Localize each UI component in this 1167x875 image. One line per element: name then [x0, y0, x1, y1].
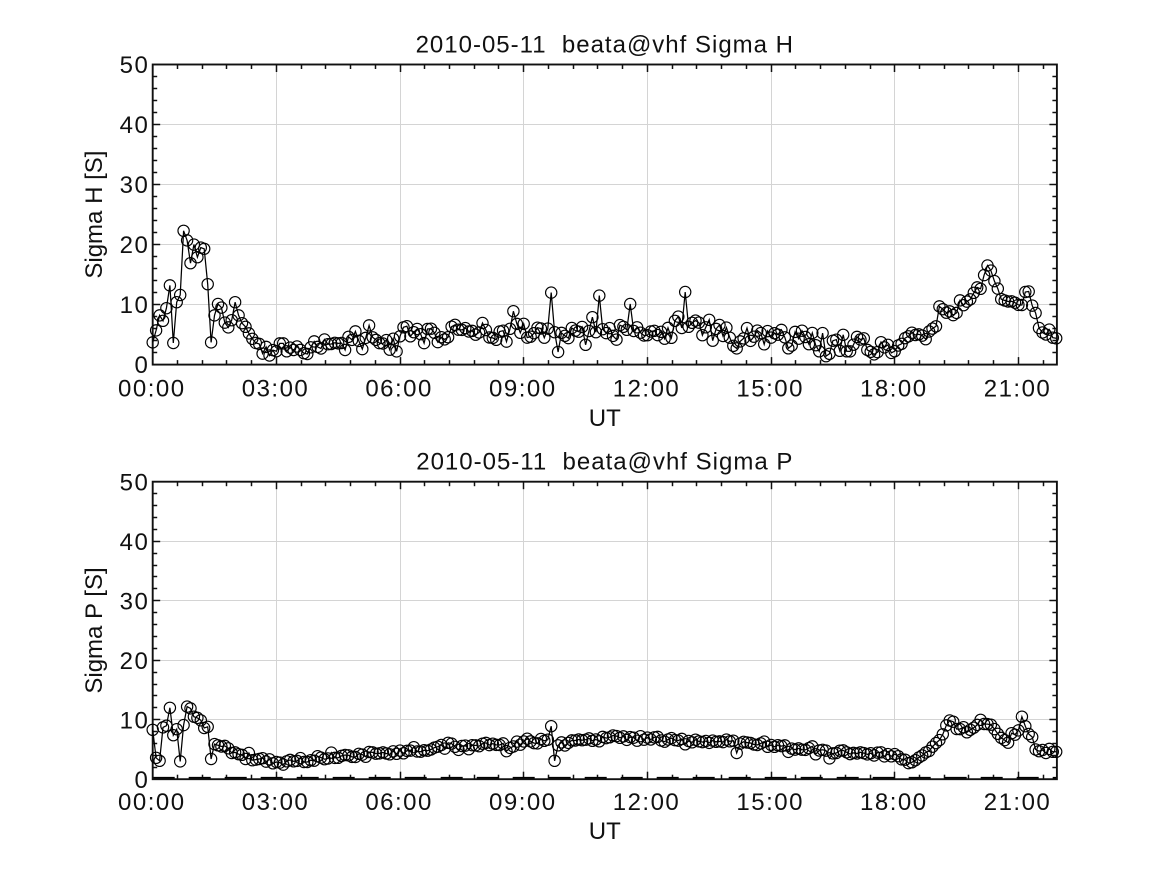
svg-text:03:00: 03:00 [242, 376, 310, 403]
svg-text:21:00: 21:00 [984, 376, 1052, 403]
svg-text:UT: UT [589, 405, 621, 432]
svg-text:06:00: 06:00 [365, 376, 433, 403]
svg-text:50: 50 [120, 469, 150, 496]
svg-text:Sigma H [S]: Sigma H [S] [81, 151, 108, 279]
svg-text:0: 0 [134, 767, 149, 794]
svg-text:0: 0 [134, 352, 149, 379]
svg-text:30: 30 [120, 172, 150, 199]
svg-text:30: 30 [120, 588, 150, 615]
svg-text:03:00: 03:00 [242, 789, 310, 816]
svg-text:09:00: 09:00 [489, 376, 557, 403]
svg-text:09:00: 09:00 [489, 789, 557, 816]
svg-text:Sigma P [S]: Sigma P [S] [81, 567, 108, 693]
svg-text:12:00: 12:00 [613, 789, 681, 816]
svg-text:40: 40 [120, 112, 150, 139]
svg-text:21:00: 21:00 [984, 789, 1052, 816]
svg-text:00:00: 00:00 [118, 789, 186, 816]
svg-text:20: 20 [120, 648, 150, 675]
svg-text:15:00: 15:00 [736, 376, 804, 403]
svg-text:40: 40 [120, 529, 150, 556]
svg-text:18:00: 18:00 [860, 376, 928, 403]
svg-text:2010-05-11 beata@vhf Sigma H: 2010-05-11 beata@vhf Sigma H [416, 32, 794, 59]
svg-text:12:00: 12:00 [613, 376, 681, 403]
svg-text:18:00: 18:00 [860, 789, 928, 816]
svg-text:UT: UT [589, 818, 621, 845]
svg-text:50: 50 [120, 52, 150, 79]
svg-text:20: 20 [120, 232, 150, 259]
svg-text:00:00: 00:00 [118, 376, 186, 403]
svg-text:2010-05-11 beata@vhf Sigma P: 2010-05-11 beata@vhf Sigma P [416, 449, 793, 476]
svg-text:10: 10 [120, 707, 150, 734]
svg-text:06:00: 06:00 [365, 789, 433, 816]
svg-text:10: 10 [120, 292, 150, 319]
svg-text:15:00: 15:00 [736, 789, 804, 816]
